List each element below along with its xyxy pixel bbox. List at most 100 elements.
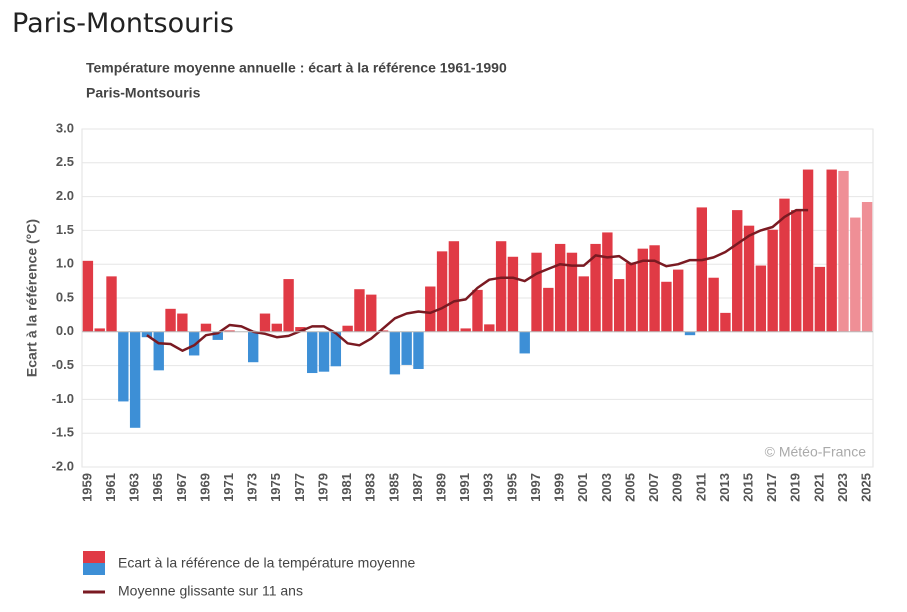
page-title: Paris-Montsouris bbox=[12, 8, 234, 39]
bar bbox=[519, 331, 530, 354]
x-tick-label: 1991 bbox=[457, 473, 472, 502]
x-tick-label: 2023 bbox=[835, 473, 850, 502]
x-tick-label: 1983 bbox=[363, 473, 378, 502]
bar bbox=[177, 313, 188, 332]
bar bbox=[507, 256, 519, 332]
bar bbox=[259, 313, 271, 332]
x-tick-label: 1969 bbox=[197, 473, 212, 502]
y-tick-label: 0.0 bbox=[56, 323, 74, 338]
bar bbox=[720, 312, 731, 332]
bar bbox=[224, 330, 235, 332]
y-tick-label: -1.5 bbox=[52, 425, 74, 440]
bar bbox=[212, 331, 223, 340]
chart-title: Température moyenne annuelle : écart à l… bbox=[86, 60, 507, 76]
bar bbox=[779, 198, 790, 332]
bar bbox=[413, 331, 424, 369]
bar bbox=[200, 323, 212, 332]
x-tick-label: 1993 bbox=[481, 473, 496, 502]
y-tick-label: 3.0 bbox=[56, 120, 74, 135]
bar bbox=[732, 210, 743, 332]
x-tick-label: 1975 bbox=[268, 473, 283, 502]
bar bbox=[377, 330, 389, 332]
bar bbox=[436, 251, 448, 332]
moving-average-line bbox=[146, 208, 809, 352]
x-tick-label: 1997 bbox=[528, 473, 543, 502]
y-tick-label: 2.5 bbox=[56, 154, 74, 169]
x-tick-label: 1961 bbox=[103, 473, 118, 502]
x-tick-label: 1989 bbox=[434, 473, 449, 502]
bar bbox=[661, 281, 672, 332]
bar bbox=[838, 170, 849, 332]
x-tick-label: 1981 bbox=[339, 473, 354, 502]
bar bbox=[613, 279, 625, 332]
bar bbox=[566, 252, 578, 332]
y-tick-label: -0.5 bbox=[52, 357, 74, 372]
bar bbox=[330, 331, 342, 367]
bar bbox=[802, 169, 814, 332]
x-tick-label: 1985 bbox=[386, 473, 401, 502]
x-tick-label: 2011 bbox=[693, 473, 708, 501]
bar bbox=[342, 325, 353, 332]
x-tick-label: 1967 bbox=[174, 473, 189, 502]
x-tick-label: 1987 bbox=[410, 473, 425, 502]
legend-label: Moyenne glissante sur 11 ans bbox=[118, 583, 303, 599]
watermark: © Météo-France bbox=[765, 444, 867, 460]
x-tick-label: 2005 bbox=[622, 473, 637, 502]
bar bbox=[696, 207, 708, 332]
bar bbox=[94, 328, 105, 332]
x-tick-label: 1963 bbox=[127, 473, 142, 502]
bar bbox=[82, 260, 94, 332]
x-tick-label: 2017 bbox=[764, 473, 779, 502]
x-tick-label: 1965 bbox=[150, 473, 165, 502]
bar bbox=[625, 262, 637, 332]
bar bbox=[389, 331, 401, 375]
x-tick-label: 2015 bbox=[740, 473, 755, 502]
x-tick-label: 1973 bbox=[245, 473, 260, 502]
bar bbox=[484, 324, 495, 332]
x-tick-label: 2025 bbox=[859, 473, 874, 502]
bar bbox=[448, 241, 460, 332]
bar bbox=[861, 202, 873, 332]
y-tick-label: -1.0 bbox=[52, 391, 74, 406]
x-tick-label: 2007 bbox=[646, 473, 661, 502]
bar bbox=[307, 331, 318, 374]
x-tick-label: 1959 bbox=[79, 473, 94, 502]
y-tick-label: -2.0 bbox=[52, 458, 74, 473]
bar bbox=[850, 217, 861, 332]
y-tick-label: 0.5 bbox=[56, 289, 74, 304]
bar bbox=[767, 229, 778, 332]
y-tick-label: 1.5 bbox=[56, 222, 74, 237]
bar bbox=[673, 269, 684, 332]
bar bbox=[791, 210, 802, 332]
bar bbox=[602, 232, 613, 332]
bar bbox=[295, 327, 306, 332]
bar bbox=[118, 331, 129, 402]
x-tick-label: 2019 bbox=[788, 473, 803, 502]
legend-swatch bbox=[83, 551, 105, 563]
legend-swatch bbox=[83, 563, 105, 575]
bar bbox=[318, 331, 330, 372]
bar bbox=[578, 276, 589, 332]
bar bbox=[649, 245, 660, 332]
bar bbox=[106, 276, 117, 332]
bar bbox=[271, 323, 282, 332]
bar bbox=[554, 243, 566, 332]
x-tick-label: 1999 bbox=[552, 473, 567, 502]
x-tick-label: 1977 bbox=[292, 473, 307, 502]
bar bbox=[247, 331, 259, 363]
x-tick-label: 1971 bbox=[221, 473, 236, 502]
bar bbox=[708, 277, 719, 332]
x-tick-label: 2001 bbox=[575, 473, 590, 502]
bar bbox=[354, 289, 365, 332]
y-axis-label: Ecart à la référence (°C) bbox=[24, 219, 40, 377]
bar bbox=[460, 328, 471, 332]
chart-subtitle: Paris-Montsouris bbox=[86, 85, 201, 101]
x-tick-label: 2003 bbox=[599, 473, 614, 502]
bar bbox=[590, 243, 601, 332]
x-tick-label: 1995 bbox=[504, 473, 519, 502]
bar bbox=[531, 252, 542, 332]
x-tick-label: 1979 bbox=[315, 473, 330, 502]
bar bbox=[472, 289, 483, 332]
x-tick-label: 2009 bbox=[670, 473, 685, 502]
